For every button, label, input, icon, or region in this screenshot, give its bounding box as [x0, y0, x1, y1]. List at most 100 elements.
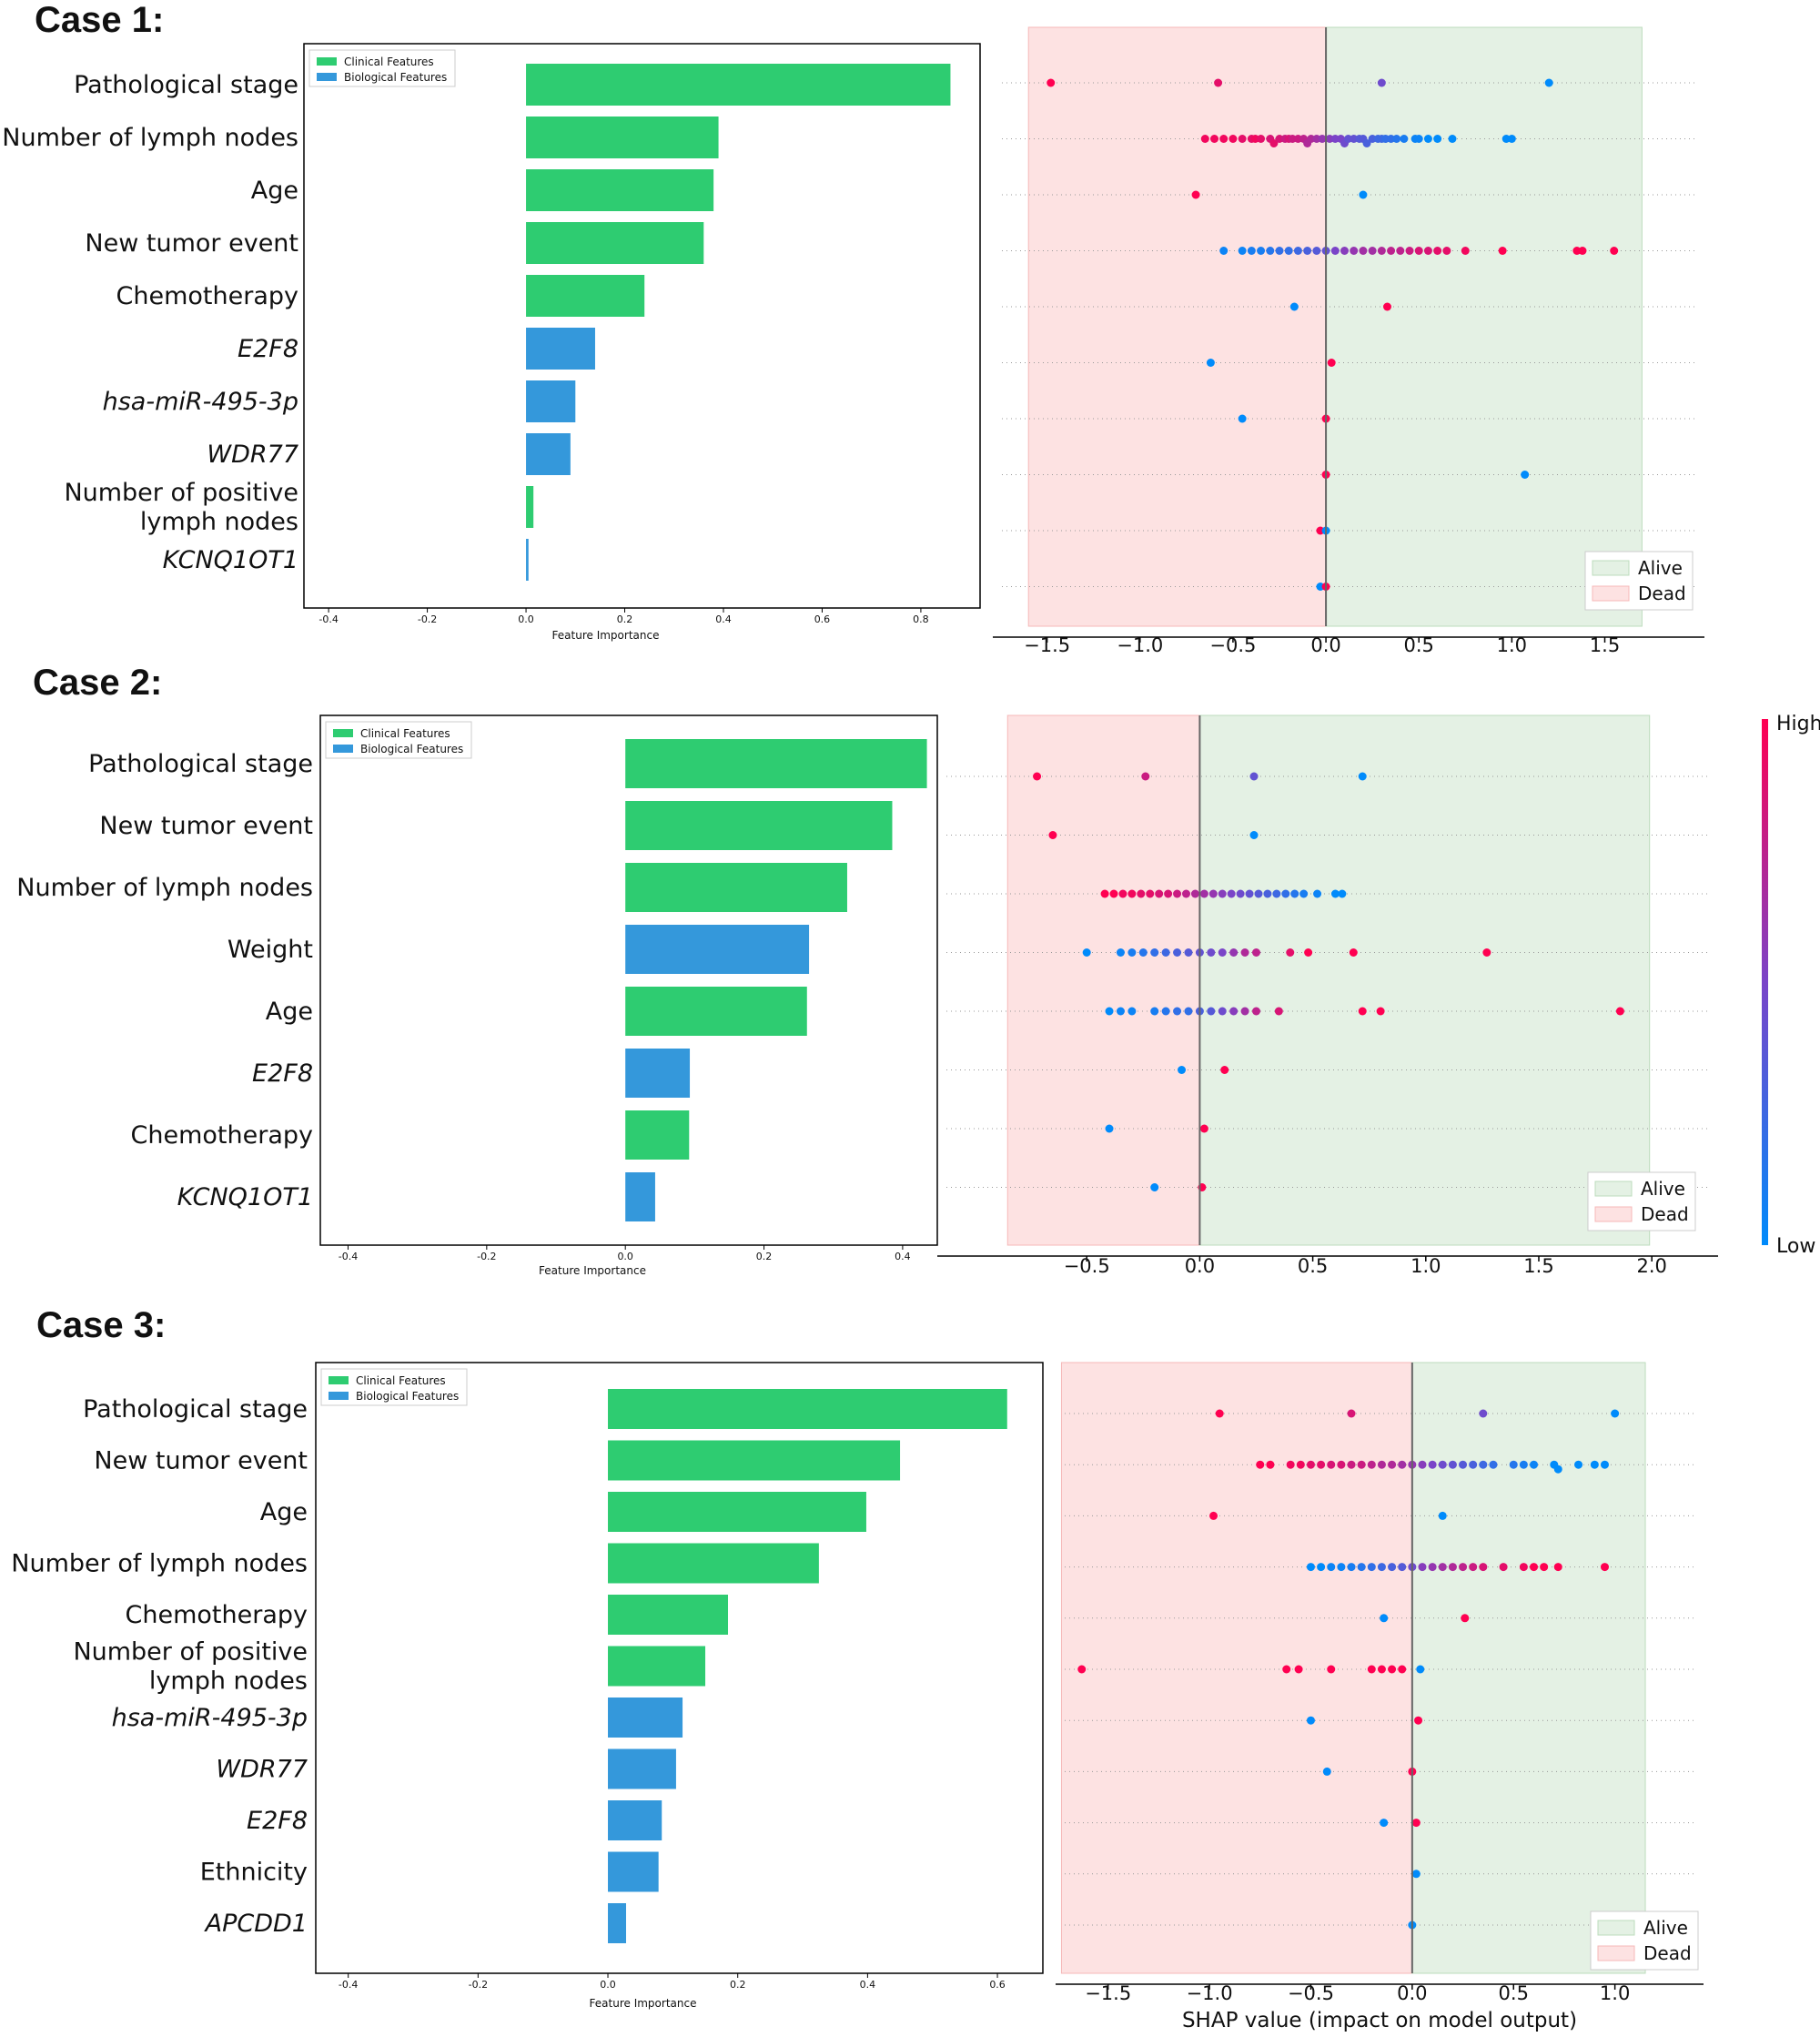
shap-point-1-0-2	[1377, 78, 1386, 87]
shap-point-3-3-8	[1388, 1563, 1397, 1572]
shap-point-3-4-1	[1461, 1614, 1470, 1623]
importance-tick-label-3-2: 0.0	[600, 1979, 616, 1991]
shap-point-1-3-22	[1433, 247, 1442, 255]
shap-point-2-4-6	[1184, 1007, 1193, 1016]
shap-point-1-3-24	[1461, 247, 1470, 255]
shap-tick-label-3-1: −1.0	[1187, 1982, 1233, 2004]
legend-swatch-biological-1	[317, 73, 337, 81]
shap-point-1-1-39	[1433, 135, 1442, 143]
feature-label-3-9: Ethnicity	[200, 1859, 308, 1887]
shap-point-3-1-30	[1600, 1460, 1609, 1469]
shap-legend-alive-1: Alive	[1638, 557, 1683, 579]
shap-point-2-3-1	[1116, 948, 1125, 957]
feature-label-1-7: WDR77	[207, 441, 298, 469]
shap-point-1-3-2	[1247, 247, 1256, 255]
shap-point-1-3-21	[1423, 247, 1432, 255]
shap-point-2-2-20	[1281, 889, 1290, 898]
shap-point-3-1-2	[1286, 1460, 1295, 1469]
shap-point-2-4-13	[1274, 1007, 1283, 1016]
shap-point-2-2-15	[1236, 889, 1245, 898]
shap-point-3-1-19	[1459, 1460, 1468, 1469]
feature-label-1-6: hsa-miR-495-3p	[103, 388, 298, 416]
shap-point-2-3-15	[1304, 948, 1313, 957]
shap-point-2-2-5	[1146, 889, 1155, 898]
feature-label-2-6: Chemotherapy	[131, 1121, 313, 1150]
importance-bar-2-4	[625, 987, 807, 1036]
shap-point-2-3-2	[1127, 948, 1137, 957]
shap-point-3-5-2	[1294, 1665, 1303, 1674]
alive-region-2	[1198, 714, 1651, 1246]
importance-bar-1-1	[526, 117, 719, 158]
shap-point-1-3-23	[1442, 247, 1451, 255]
feature-label-3-0: Pathological stage	[83, 1395, 308, 1424]
shap-point-3-1-23	[1509, 1460, 1518, 1469]
importance-bar-3-2	[608, 1492, 866, 1532]
shap-tick-label-1-4: 0.5	[1404, 634, 1434, 656]
shap-point-1-3-18	[1396, 247, 1405, 255]
shap-tick-label-2-2: 0.5	[1298, 1255, 1328, 1277]
shap-point-3-1-24	[1519, 1460, 1528, 1469]
dead-region-1	[1027, 26, 1327, 627]
shap-point-3-3-19	[1519, 1563, 1528, 1572]
shap-point-3-1-29	[1590, 1460, 1599, 1469]
importance-bar-2-1	[625, 801, 893, 850]
shap-point-2-3-4	[1150, 948, 1159, 957]
shap-point-2-1-1	[1249, 831, 1259, 839]
shap-point-3-2-0	[1209, 1511, 1218, 1520]
shap-legend-dead-2: Dead	[1641, 1203, 1689, 1225]
shap-point-2-0-0	[1033, 772, 1042, 781]
importance-bar-3-5	[608, 1646, 706, 1687]
shap-point-1-4-0	[1289, 302, 1299, 311]
shap-point-3-3-4	[1347, 1563, 1356, 1572]
shap-point-1-3-13	[1350, 247, 1359, 255]
importance-bar-2-2	[625, 863, 847, 912]
shap-point-1-1-37	[1414, 135, 1423, 143]
importance-tick-label-1-5: 0.6	[814, 613, 831, 625]
shap-point-2-2-2	[1118, 889, 1127, 898]
colorbar-low-label: Low	[1776, 1235, 1815, 1258]
feature-label-1-0: Pathological stage	[74, 71, 298, 99]
feature-label-3-6: hsa-miR-495-3p	[112, 1704, 308, 1732]
importance-bar-1-3	[526, 222, 704, 264]
shap-point-1-1-1	[1210, 135, 1218, 143]
shap-point-2-4-9	[1218, 1007, 1227, 1016]
shap-point-3-3-5	[1357, 1563, 1366, 1572]
feature-label-3-8: E2F8	[247, 1807, 308, 1835]
shap-tick-label-1-6: 1.5	[1590, 634, 1620, 656]
shap-point-1-3-4	[1266, 247, 1275, 255]
importance-tick-label-3-4: 0.4	[860, 1979, 876, 1991]
shap-tick-label-3-2: −0.5	[1288, 1982, 1334, 2004]
shap-point-3-3-20	[1530, 1563, 1539, 1572]
legend-clinical-1: Clinical Features	[344, 56, 434, 68]
shap-xlabel-3: SHAP value (impact on model output)	[1182, 2009, 1577, 2032]
shap-point-3-1-20	[1469, 1460, 1478, 1469]
shap-point-2-4-16	[1615, 1007, 1624, 1016]
shap-point-1-3-11	[1330, 247, 1340, 255]
shap-point-2-2-11	[1199, 889, 1208, 898]
shap-point-1-1-7	[1257, 135, 1266, 143]
shap-point-3-6-0	[1306, 1716, 1315, 1725]
shap-point-2-3-14	[1286, 948, 1295, 957]
legend-swatch-clinical-3	[329, 1376, 349, 1384]
shap-point-1-3-1	[1238, 247, 1247, 255]
shap-point-1-1-34	[1392, 135, 1401, 143]
shap-point-1-1-28	[1362, 139, 1371, 147]
feature-label-2-4: Age	[266, 998, 313, 1026]
shap-point-3-3-14	[1448, 1563, 1457, 1572]
shap-legend-swatch-dead-1	[1592, 585, 1630, 602]
shap-point-3-5-5	[1377, 1665, 1386, 1674]
shap-tick-label-1-5: 1.0	[1497, 634, 1527, 656]
shap-point-3-1-17	[1438, 1460, 1447, 1469]
shap-point-3-3-15	[1459, 1563, 1468, 1572]
feature-label-3-1: New tumor event	[94, 1447, 308, 1475]
feature-label-2-1: New tumor event	[99, 812, 313, 840]
shap-point-2-2-18	[1263, 889, 1272, 898]
case-1-title: Case 1:	[35, 0, 165, 40]
shap-point-2-2-19	[1272, 889, 1281, 898]
importance-bar-1-4	[526, 275, 645, 317]
shap-point-2-2-16	[1245, 889, 1254, 898]
shap-point-3-4-0	[1380, 1614, 1389, 1623]
importance-bar-3-10	[608, 1903, 627, 1943]
shap-tick-label-3-5: 1.0	[1600, 1982, 1630, 2004]
legend-swatch-biological-3	[329, 1392, 349, 1400]
